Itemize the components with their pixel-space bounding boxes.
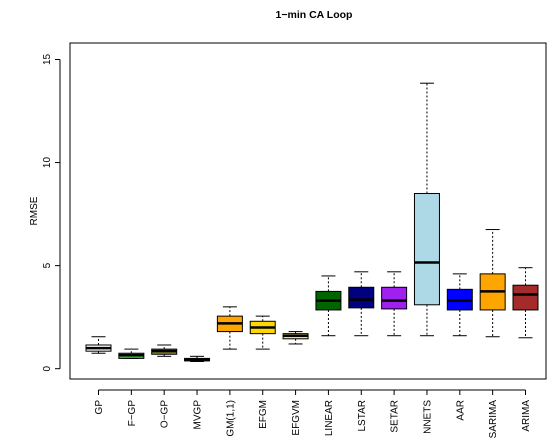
y-tick-label: 5	[42, 262, 53, 268]
box-10	[413, 82, 440, 337]
x-tick-label: GM(1,1)	[225, 400, 236, 437]
y-tick-label: 0	[42, 365, 53, 371]
chart-title: 1−min CA Loop	[276, 9, 353, 21]
box-0	[85, 336, 112, 354]
x-tick-label: GP	[94, 400, 105, 415]
box-12	[479, 229, 506, 338]
y-axis-label: RMSE	[29, 196, 40, 225]
x-tick-label: LINEAR	[324, 400, 335, 436]
box-8	[348, 271, 375, 337]
boxes	[85, 82, 539, 362]
x-tick-label: AAR	[455, 400, 466, 421]
box-11	[446, 273, 473, 337]
x-axis: GP F−GP O−GP MVGP GM(1,1) EFGM EFGVM LINEAR LSTA…	[94, 389, 532, 438]
x-tick-label: ARIMA	[521, 400, 532, 432]
box-2	[151, 344, 178, 357]
y-tick-label: 15	[42, 53, 53, 65]
x-tick-label: O−GP	[160, 400, 171, 428]
box-1	[118, 348, 145, 359]
box-5	[249, 315, 276, 350]
box-3	[184, 355, 211, 362]
x-tick-label: MVGP	[193, 400, 204, 430]
y-tick-label: 10	[42, 157, 53, 169]
x-tick-label: SETAR	[390, 400, 401, 433]
x-tick-label: F−GP	[127, 400, 138, 427]
iqr-box	[512, 284, 539, 311]
box-6	[282, 331, 309, 345]
iqr-box	[413, 192, 440, 306]
x-tick-label: SARIMA	[488, 400, 499, 438]
x-tick-label: LSTAR	[357, 400, 368, 432]
box-4	[216, 306, 243, 350]
x-tick-label: EFGM	[258, 400, 269, 429]
plot-frame	[69, 42, 547, 380]
x-tick-label: EFGVM	[291, 400, 302, 436]
iqr-box	[381, 286, 408, 310]
box-13	[512, 267, 539, 339]
box-9	[381, 271, 408, 337]
x-tick-label: NNETS	[422, 400, 433, 434]
iqr-box	[348, 286, 375, 309]
y-axis: 0 5 10 15	[42, 53, 61, 371]
box-7	[315, 275, 342, 337]
